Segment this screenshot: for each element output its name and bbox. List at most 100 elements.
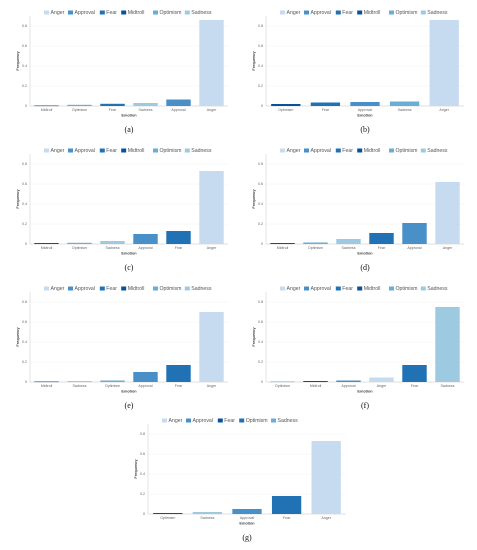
y-tick-label: 0 (25, 242, 27, 246)
y-tick-label: 0.2 (258, 84, 263, 88)
bar-sadness (435, 307, 460, 382)
legend: Anger Approval Fear Midtroll Optimism Sadness (44, 286, 212, 292)
legend-swatch-anger (44, 286, 49, 291)
legend-swatch-fear (335, 10, 341, 15)
bar-optimism (67, 104, 92, 106)
bar-sadness (133, 103, 158, 106)
legend-label-fear: Fear (342, 286, 353, 292)
legend-label-anger: Anger (51, 10, 65, 16)
bar-sadness (389, 101, 420, 106)
y-tick-label: 0.4 (22, 340, 27, 344)
y-axis-label: Frequency (252, 327, 256, 347)
x-tick-label: Approval (240, 516, 254, 520)
x-tick-label: Anger (207, 384, 217, 388)
legend-label-midtroll: Midtroll (364, 148, 381, 154)
panel-caption: (f) (361, 401, 369, 410)
legend-label-approval: Approval (193, 418, 213, 424)
y-tick-label: 0.2 (22, 222, 27, 226)
legend-label-approval: Approval (75, 286, 95, 292)
bar-anger (435, 182, 460, 244)
legend-swatch-sadness (271, 418, 276, 423)
bar-sadness (336, 239, 361, 244)
legend-swatch-anger (44, 148, 49, 153)
bar-approval (133, 372, 158, 382)
bar-approval (166, 99, 191, 106)
legend-swatch-fear (335, 286, 341, 291)
y-tick-label: 0.6 (140, 452, 145, 456)
legend-swatch-anger (162, 418, 167, 423)
x-tick-label: Midtroll (277, 246, 289, 250)
legend-label-approval: Approval (75, 148, 95, 154)
legend-label-sadness: Sadness (427, 148, 448, 154)
bar-fear (166, 231, 191, 244)
y-axis-label: Frequency (134, 459, 138, 479)
legend-swatch-optimism (389, 286, 394, 291)
legend-label-approval: Approval (75, 10, 95, 16)
legend-swatch-approval (186, 418, 191, 423)
legend-label-anger: Anger (287, 10, 301, 16)
bar-optimism (303, 242, 328, 244)
legend-swatch-optimism (389, 148, 394, 153)
legend-swatch-midtroll (121, 286, 127, 291)
legend-label-optimism: Optimism (396, 286, 418, 292)
legend-swatch-optimism (153, 148, 158, 153)
x-axis-label: Emotion (121, 252, 137, 256)
x-tick-label: Fear (378, 246, 386, 250)
x-tick-label: Approval (358, 108, 372, 112)
y-tick-label: 0.2 (22, 360, 27, 364)
x-tick-label: Anger (207, 246, 217, 250)
y-tick-label: 0.2 (140, 492, 145, 496)
x-tick-label: Sadness (441, 384, 455, 388)
legend-label-optimism: Optimism (160, 10, 182, 16)
legend-label-sadness: Sadness (191, 286, 212, 292)
y-tick-label: 0.6 (22, 182, 27, 186)
x-tick-label: Sadness (73, 384, 87, 388)
panel-caption: (e) (125, 401, 134, 410)
x-tick-label: Midtroll (41, 246, 53, 250)
x-tick-label: Optimism (160, 516, 175, 520)
legend-label-approval: Approval (311, 286, 331, 292)
y-tick-label: 0.2 (258, 222, 263, 226)
panel-caption: (d) (360, 263, 370, 272)
legend-label-approval: Approval (311, 148, 331, 154)
legend-label-optimism: Optimism (396, 10, 418, 16)
y-tick-label: 0.4 (258, 202, 263, 206)
legend-swatch-midtroll (121, 10, 127, 15)
x-tick-label: Optimism (72, 246, 87, 250)
legend-swatch-sadness (184, 286, 190, 291)
x-tick-label: Optimism (278, 108, 293, 112)
legend-swatch-midtroll (357, 286, 363, 291)
y-tick-label: 0.8 (258, 24, 263, 28)
legend-swatch-sadness (420, 10, 426, 15)
bar-sadness (100, 241, 125, 244)
x-tick-label: Approval (171, 108, 185, 112)
legend-swatch-anger (280, 148, 285, 153)
bar-midtroll (34, 381, 59, 383)
legend-label-sadness: Sadness (191, 10, 212, 16)
x-tick-label: Fear (411, 384, 419, 388)
y-tick-label: 0.8 (22, 300, 27, 304)
bar-optimism (271, 104, 301, 106)
legend-swatch-optimism (153, 286, 158, 291)
bar-fear (166, 365, 191, 382)
legend: Anger Approval Fear Midtroll Optimism Sadness (280, 148, 448, 154)
legend-swatch-optimism (239, 418, 245, 423)
x-tick-label: Approval (407, 246, 421, 250)
x-tick-label: Anger (207, 108, 217, 112)
chart-panel-g: Anger Approval Fear Optimism Sadness 0 0.2 0.4 0… (128, 410, 350, 546)
y-tick-label: 0.4 (22, 202, 27, 206)
y-tick-label: 0 (261, 380, 263, 384)
x-tick-label: Sadness (398, 108, 412, 112)
bar-optimism (270, 381, 295, 383)
bar-midtroll (270, 243, 295, 244)
legend-swatch-approval (68, 10, 73, 15)
x-tick-label: Anger (439, 108, 449, 112)
y-axis-label: Frequency (16, 327, 20, 347)
legend-label-optimism: Optimism (160, 148, 182, 154)
y-tick-label: 0.8 (140, 432, 145, 436)
legend-label-fear: Fear (342, 10, 353, 16)
y-tick-label: 0.6 (22, 320, 27, 324)
legend-label-fear: Fear (106, 148, 117, 154)
x-tick-label: Approval (138, 384, 152, 388)
y-tick-label: 0.8 (258, 162, 263, 166)
